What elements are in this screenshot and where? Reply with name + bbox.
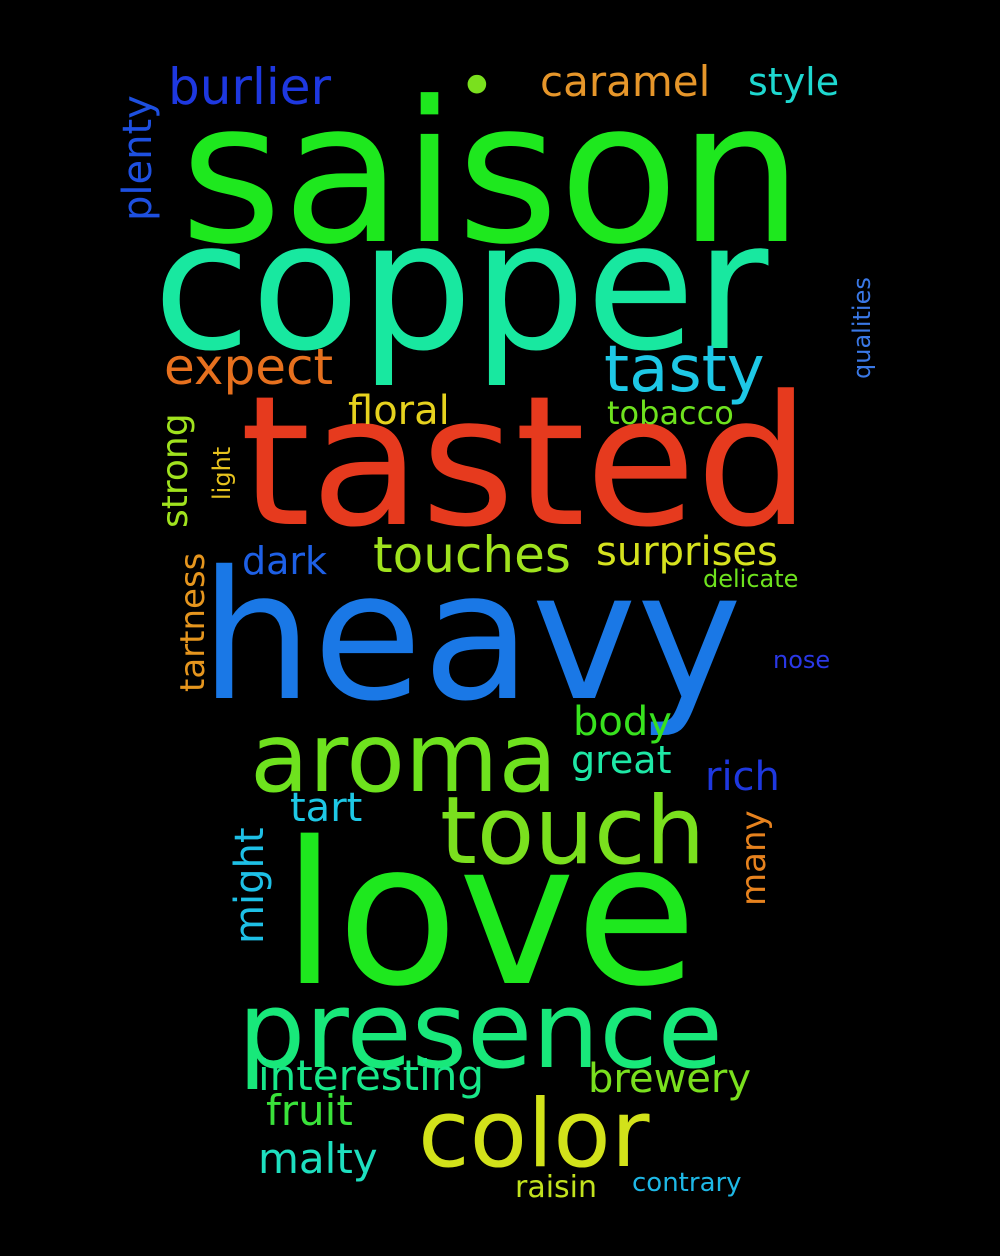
word-aroma: aroma (250, 702, 558, 814)
word-floral: floral (348, 388, 450, 434)
word-color: color (418, 1080, 650, 1189)
word-raisin: raisin (515, 1170, 598, 1205)
word-burlier: burlier (168, 58, 332, 116)
word-body: body (573, 699, 672, 745)
word-caramel: caramel (540, 57, 711, 106)
word-presence: presence (238, 969, 723, 1092)
word-heavy: heavy (200, 533, 743, 740)
word-expect: expect (164, 338, 334, 396)
word-surprises: surprises (596, 529, 778, 575)
word-tasted: tasted (240, 358, 811, 567)
word-interesting: interesting (258, 1051, 485, 1100)
word-great: great (571, 738, 672, 782)
word-tart: tart (290, 785, 363, 831)
word-strong: strong (155, 413, 196, 528)
word-brewery: brewery (588, 1056, 752, 1102)
word-fruit: fruit (266, 1086, 353, 1135)
word-touches: touches (373, 526, 571, 584)
word-many: many (734, 810, 774, 906)
word-copper: copper (153, 183, 769, 390)
word-tobacco: tobacco (607, 394, 734, 432)
word-dark: dark (242, 539, 328, 583)
word-tasty: tasty (604, 333, 765, 407)
word-saison: saison (180, 60, 803, 288)
word-contrary: contrary (632, 1168, 742, 1198)
word-touch: touch (440, 777, 706, 886)
word-plenty: plenty (115, 95, 161, 221)
word-tartness: tartness (173, 552, 213, 692)
word-dot: • (458, 50, 496, 124)
word-might: might (227, 827, 273, 944)
word-love: love (282, 799, 698, 1030)
word-malty: malty (258, 1134, 378, 1183)
word-qualities: qualities (848, 277, 876, 379)
word-nose: nose (773, 646, 831, 674)
word-style: style (748, 60, 840, 104)
word-light: light (208, 446, 236, 500)
word-delicate: delicate (703, 565, 799, 593)
word-rich: rich (705, 754, 780, 800)
